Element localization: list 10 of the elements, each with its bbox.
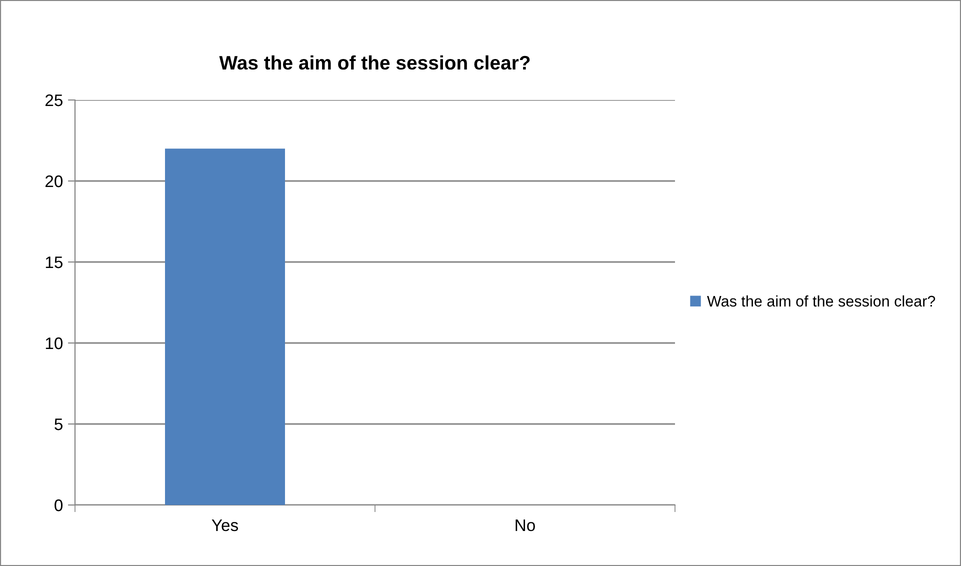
x-tick-label: Yes	[212, 520, 238, 532]
x-tick-label: No	[516, 520, 535, 532]
y-tick-label: 15	[46, 256, 62, 268]
y-tick-label: 5	[54, 418, 62, 430]
chart-title: Was the aim of the session clear?	[219, 55, 530, 70]
y-tick-label: 20	[45, 175, 63, 188]
y-tick-label: 10	[46, 337, 63, 350]
y-tick-label: 25	[45, 94, 62, 106]
y-tick-label: 0	[54, 499, 63, 512]
legend-label: Was the aim of the session clear?	[707, 295, 936, 307]
